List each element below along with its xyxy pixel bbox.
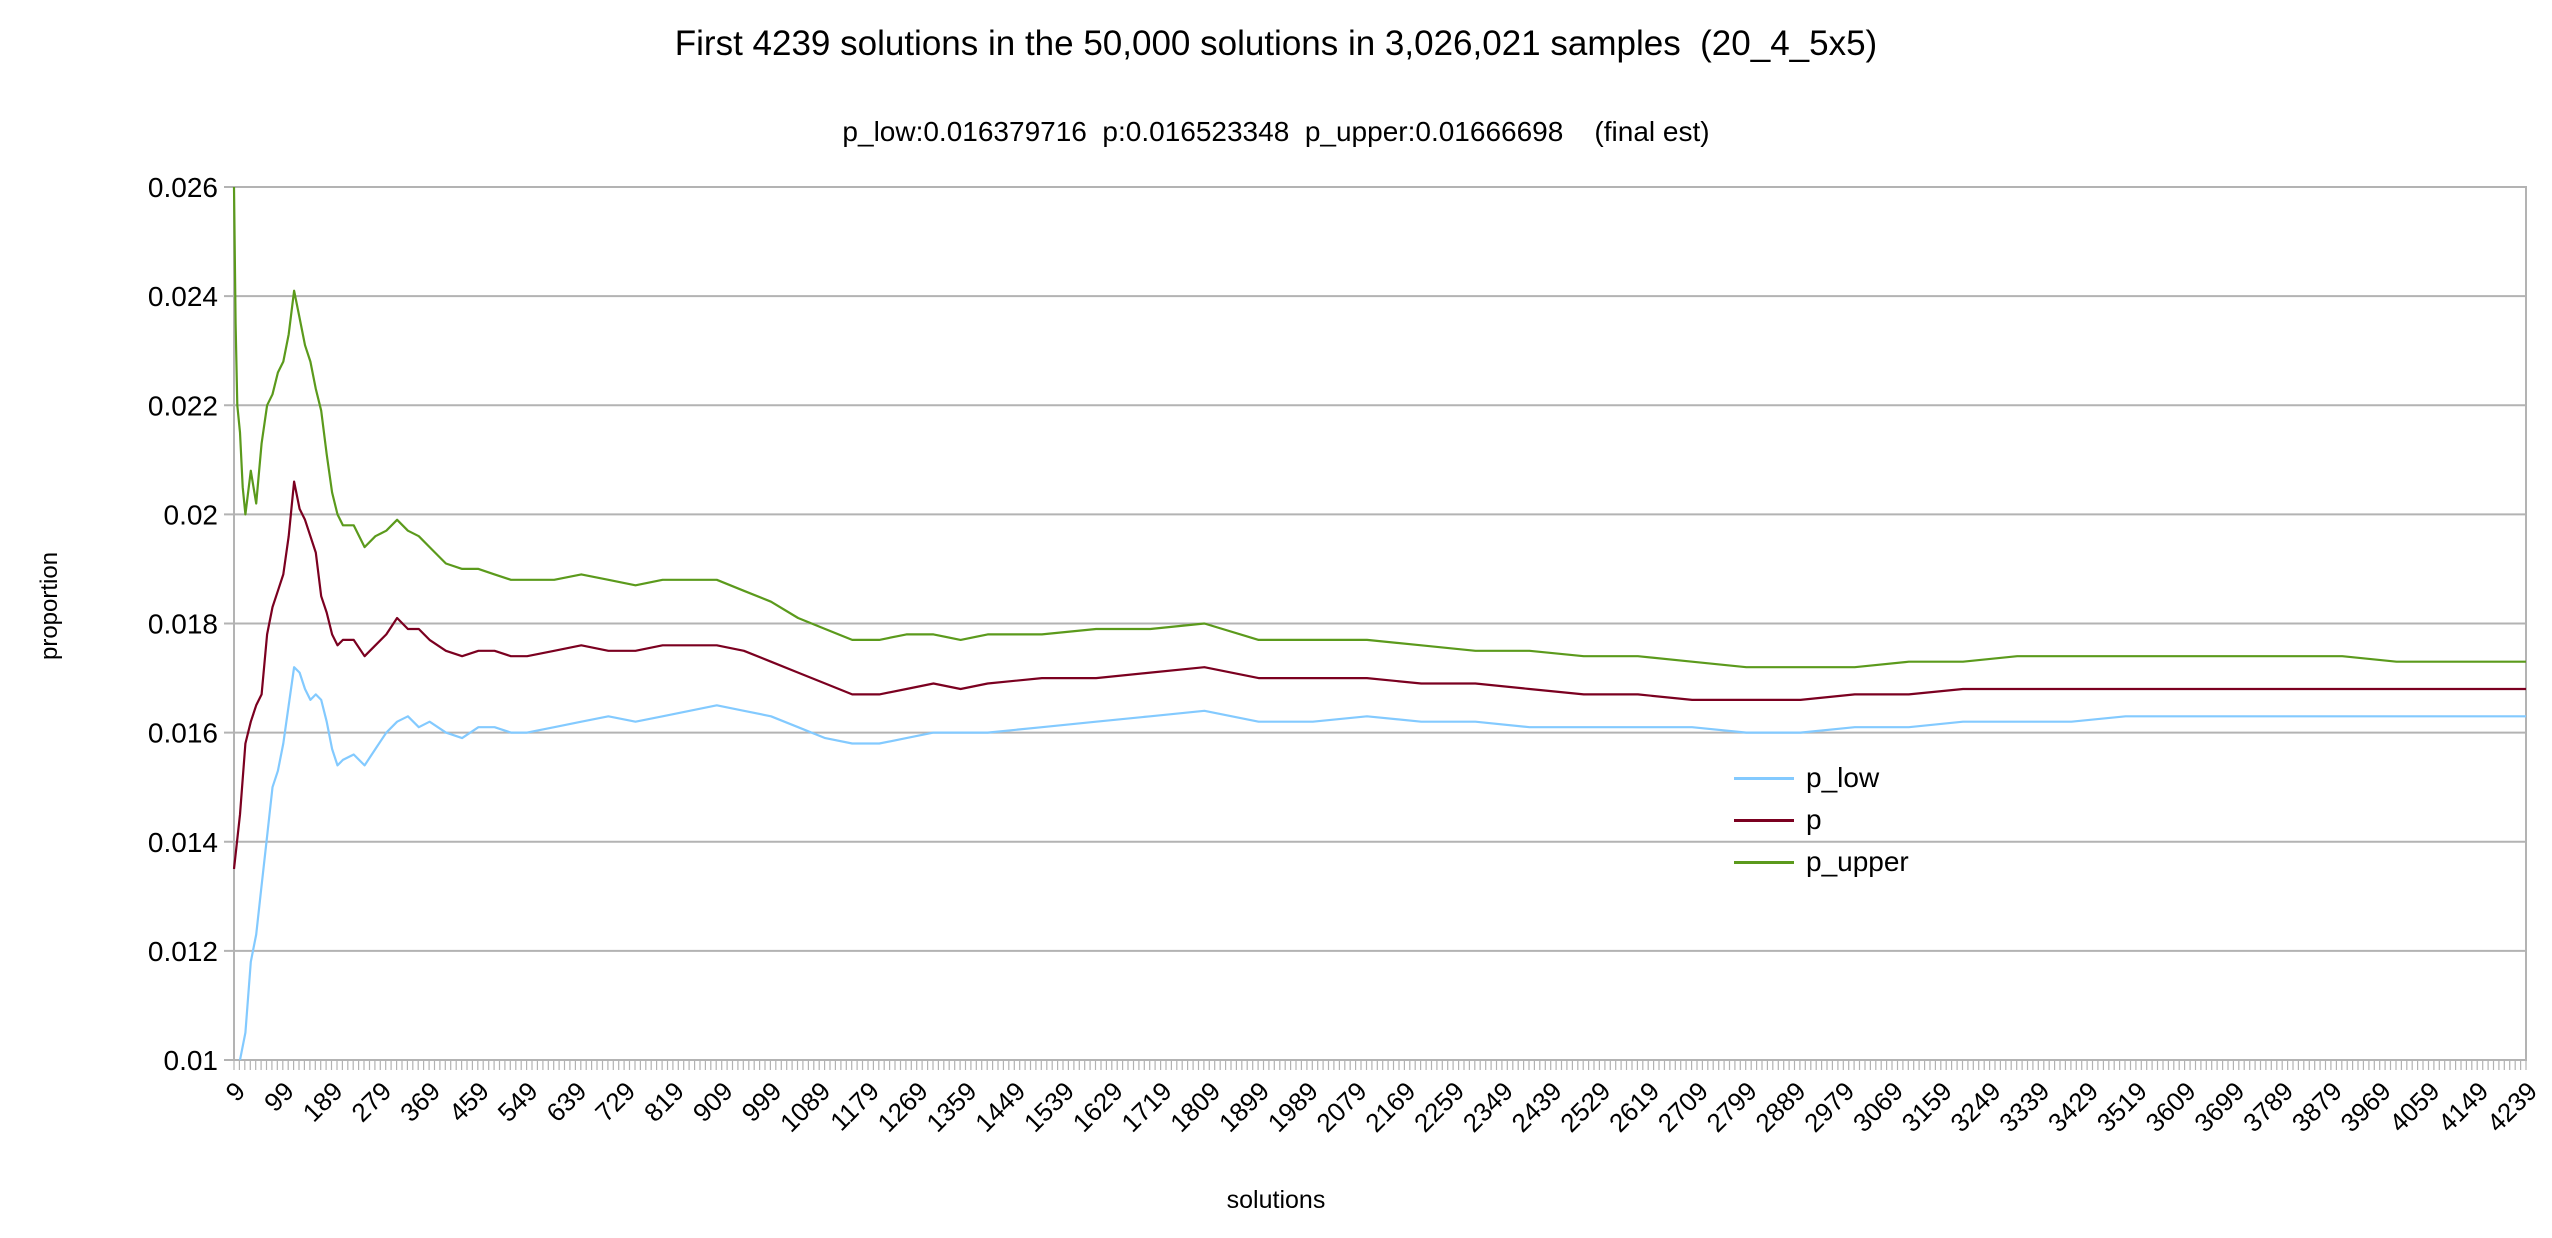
x-tick-label: 1719	[1115, 1076, 1177, 1138]
x-tick-label: 2799	[1701, 1076, 1763, 1138]
x-tick-label: 279	[345, 1076, 397, 1128]
chart-subtitle: p_low:0.016379716 p:0.016523348 p_upper:…	[842, 116, 1710, 147]
x-tick-label: 2619	[1603, 1076, 1665, 1138]
x-tick-label: 2979	[1798, 1076, 1860, 1138]
legend-item-p-upper: p_upper	[1734, 841, 1909, 883]
legend-swatch-p-low	[1734, 776, 1794, 780]
plot-frame	[233, 186, 2527, 1061]
y-tick-label: 0.024	[148, 281, 218, 312]
axes	[224, 186, 2527, 1070]
x-tick-label: 99	[258, 1076, 300, 1118]
x-tick-label: 1449	[969, 1076, 1031, 1138]
x-tick-label: 459	[443, 1076, 495, 1128]
x-tick-label: 3519	[2091, 1076, 2153, 1138]
x-tick-label: 729	[589, 1076, 641, 1128]
x-tick-label: 3879	[2286, 1076, 2348, 1138]
x-tick-label: 2169	[1359, 1076, 1421, 1138]
x-tick-label: 549	[492, 1076, 544, 1128]
x-tick-labels: 9 991892793694595496397298199099991089117…	[220, 1076, 2543, 1138]
x-tick-label: 1359	[920, 1076, 982, 1138]
series-line-p-upper	[232, 186, 2526, 669]
x-tick-label: 3339	[1993, 1076, 2055, 1138]
legend-label-p-low: p_low	[1806, 762, 1880, 793]
legend-label-p-upper: p_upper	[1806, 846, 1909, 877]
y-tick-label: 0.012	[148, 936, 218, 967]
x-tick-label: 189	[297, 1076, 349, 1128]
x-tick-label: 4059	[2383, 1076, 2445, 1138]
x-tick-label: 1089	[774, 1076, 836, 1138]
x-tick-label: 2259	[1408, 1076, 1470, 1138]
x-axis-label: solutions	[1226, 1186, 1326, 1214]
chart-title: First 4239 solutions in the 50,000 solut…	[674, 24, 1878, 63]
x-tick-label: 3789	[2237, 1076, 2299, 1138]
x-tick-label: 1539	[1018, 1076, 1080, 1138]
y-tick-label: 0.026	[148, 172, 218, 203]
y-tick-label: 0.01	[164, 1045, 219, 1076]
x-tick-label: 1899	[1213, 1076, 1275, 1138]
x-tick-label: 9	[220, 1076, 251, 1107]
x-tick-label: 2889	[1749, 1076, 1811, 1138]
y-tick-label: 0.014	[148, 827, 218, 858]
x-tick-label: 3429	[2042, 1076, 2104, 1138]
x-tick-label: 1629	[1067, 1076, 1129, 1138]
x-tick-label: 2709	[1652, 1076, 1714, 1138]
x-tick-label: 1179	[824, 1076, 885, 1137]
series-lines	[232, 186, 2526, 1061]
x-tick-label: 3969	[2335, 1076, 2397, 1138]
y-tick-labels: 0.01 0.012 0.014 0.016 0.018 0.02 0.022 0.024 0.…	[148, 172, 218, 1076]
legend-swatch-p	[1734, 818, 1794, 822]
gridlines	[234, 186, 2526, 1061]
x-tick-label: 3159	[1896, 1076, 1958, 1138]
x-tick-label: 3699	[2188, 1076, 2250, 1138]
legend-swatch-p-upper	[1734, 860, 1794, 864]
legend-item-p: p	[1734, 799, 1909, 841]
y-tick-label: 0.02	[164, 499, 219, 530]
x-tick-label: 1809	[1164, 1076, 1226, 1138]
x-tick-label: 639	[540, 1076, 592, 1128]
x-tick-label: 369	[394, 1076, 446, 1128]
x-tick-label: 1989	[1262, 1076, 1324, 1138]
x-tick-label: 2349	[1457, 1076, 1519, 1138]
y-tick-label: 0.018	[148, 609, 218, 640]
x-tick-label: 3069	[1847, 1076, 1909, 1138]
x-tick-label: 4239	[2481, 1076, 2543, 1138]
y-tick-label: 0.016	[148, 718, 218, 749]
x-tick-label: 2529	[1554, 1076, 1616, 1138]
legend-label-p: p	[1806, 804, 1822, 835]
y-tick-label: 0.022	[148, 390, 218, 421]
x-tick-label: 909	[687, 1076, 739, 1128]
x-tick-label: 2439	[1506, 1076, 1568, 1138]
x-tick-label: 2079	[1310, 1076, 1372, 1138]
legend: p_low p p_upper	[1734, 757, 1909, 883]
x-tick-label: 4149	[2432, 1076, 2494, 1138]
series-line-p	[232, 480, 2526, 870]
x-tick-label: 3609	[2139, 1076, 2201, 1138]
x-tick-label: 1269	[872, 1076, 934, 1138]
x-tick-label: 819	[638, 1076, 690, 1128]
legend-item-p-low: p_low	[1734, 757, 1909, 799]
series-line-p-low	[238, 666, 2526, 1061]
x-tick-marks	[233, 1060, 2527, 1070]
x-tick-label: 3249	[1944, 1076, 2006, 1138]
